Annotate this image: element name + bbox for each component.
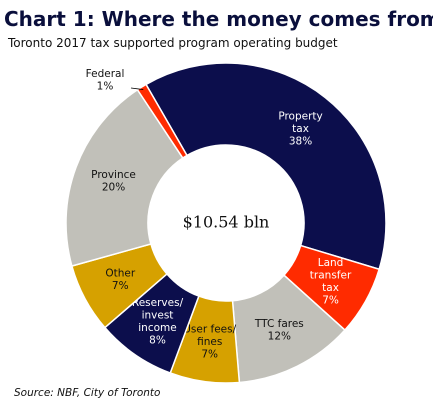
category-label-line: TTC fares bbox=[254, 318, 304, 330]
value-label: 12% bbox=[268, 331, 291, 343]
category-label: Reserves/invest income bbox=[132, 297, 184, 334]
value-label: 20% bbox=[102, 181, 125, 193]
value-label: 8% bbox=[149, 334, 166, 346]
category-label-line: tax bbox=[322, 282, 339, 294]
category-label-line: Land bbox=[318, 257, 344, 269]
source-note: Source: NBF, City of Toronto bbox=[14, 387, 160, 399]
category-label-line: income bbox=[138, 322, 176, 334]
category-label-line: User fees/ bbox=[183, 323, 236, 335]
value-label: 38% bbox=[289, 135, 312, 147]
category-label: TTC fares bbox=[254, 318, 304, 330]
category-label: Federal bbox=[86, 68, 125, 80]
category-label-line: transfer bbox=[310, 270, 352, 282]
category-label-line: Reserves/ bbox=[132, 297, 184, 309]
category-label: User fees/fines bbox=[183, 323, 236, 348]
category-label: Province bbox=[91, 169, 136, 181]
value-label: 7% bbox=[201, 348, 218, 360]
category-label-line: Province bbox=[91, 169, 136, 181]
chart-subtitle: Toronto 2017 tax supported program opera… bbox=[7, 36, 338, 50]
donut-segment bbox=[65, 88, 184, 267]
category-label-line: Other bbox=[105, 267, 135, 279]
category-label: Property tax bbox=[278, 110, 322, 135]
category-label-line: Federal bbox=[86, 68, 125, 80]
category-label-line: Property bbox=[278, 110, 322, 122]
category-label: Land transfer tax bbox=[310, 257, 352, 294]
total-label: $10.54 bln bbox=[183, 213, 270, 232]
leader-line bbox=[130, 87, 144, 90]
category-label-line: fines bbox=[197, 336, 222, 348]
category-label-line: invest bbox=[142, 309, 174, 321]
value-label: 7% bbox=[322, 295, 339, 307]
donut-segment bbox=[144, 62, 387, 271]
category-label: Other bbox=[105, 267, 135, 279]
value-label: 1% bbox=[97, 80, 114, 92]
donut-segment bbox=[136, 83, 189, 160]
category-label-line: tax bbox=[292, 123, 309, 135]
chart-title: Chart 1: Where the money comes from bbox=[4, 7, 433, 31]
value-label: 7% bbox=[112, 280, 129, 292]
